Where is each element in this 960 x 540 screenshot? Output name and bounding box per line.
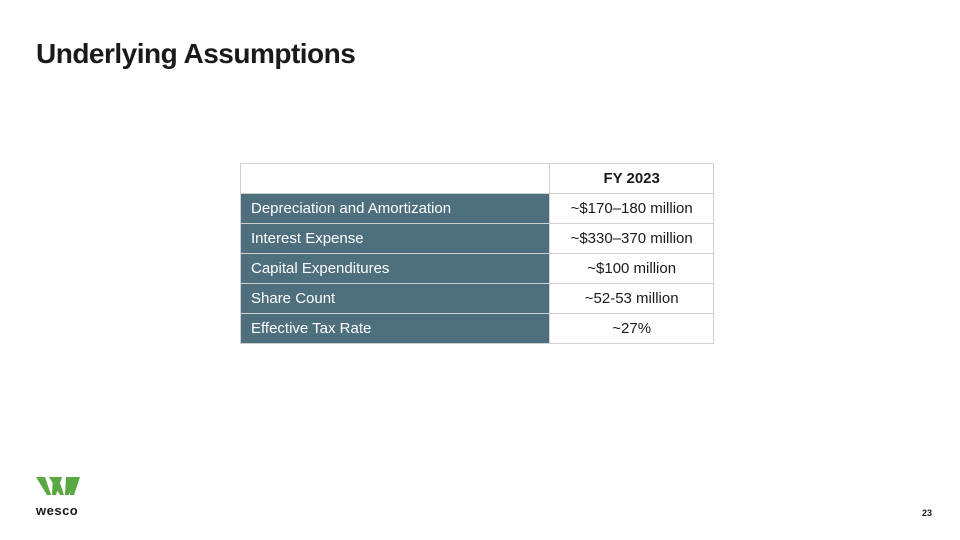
row-value: ~52-53 million [550, 284, 714, 314]
logo: wesco [36, 477, 80, 518]
table-header-row: FY 2023 [241, 164, 714, 194]
page-number: 23 [922, 508, 932, 518]
row-label: Depreciation and Amortization [241, 194, 550, 224]
table-row: Effective Tax Rate ~27% [241, 314, 714, 344]
table-header-blank [241, 164, 550, 194]
page-title: Underlying Assumptions [36, 38, 355, 70]
logo-text: wesco [36, 503, 78, 518]
table-header-value: FY 2023 [550, 164, 714, 194]
row-label: Effective Tax Rate [241, 314, 550, 344]
table-row: Interest Expense ~$330–370 million [241, 224, 714, 254]
row-value: ~$100 million [550, 254, 714, 284]
assumptions-table: FY 2023 Depreciation and Amortization ~$… [240, 163, 714, 344]
table-row: Share Count ~52-53 million [241, 284, 714, 314]
table-row: Depreciation and Amortization ~$170–180 … [241, 194, 714, 224]
row-label: Interest Expense [241, 224, 550, 254]
row-label: Share Count [241, 284, 550, 314]
table-row: Capital Expenditures ~$100 million [241, 254, 714, 284]
row-value: ~$330–370 million [550, 224, 714, 254]
logo-mark-icon [36, 477, 80, 501]
row-value: ~$170–180 million [550, 194, 714, 224]
row-label: Capital Expenditures [241, 254, 550, 284]
row-value: ~27% [550, 314, 714, 344]
